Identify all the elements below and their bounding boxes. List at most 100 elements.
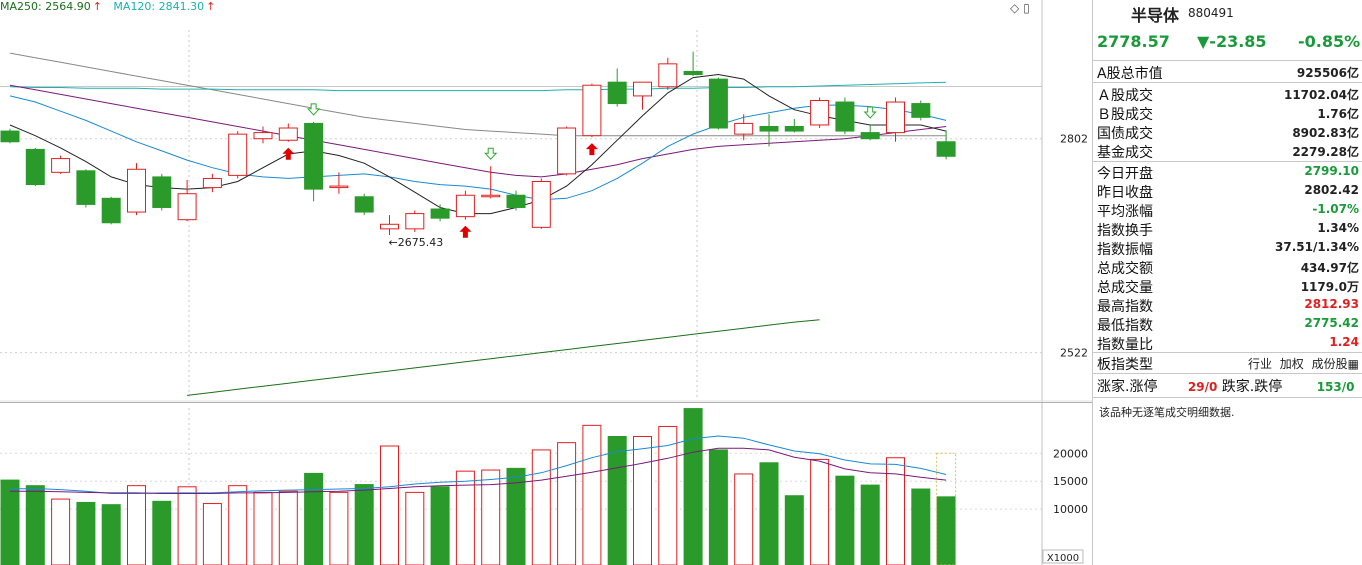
index-stat-value: 37.51/1.34% bbox=[1275, 240, 1359, 254]
index-stat-value: 2775.42 bbox=[1304, 316, 1359, 330]
volume-unit-label: X1000 bbox=[1047, 553, 1079, 564]
turnover-value: 2279.28亿 bbox=[1292, 145, 1359, 159]
chart-toolbar: ◇ ▯ bbox=[1006, 1, 1030, 15]
volume-bar bbox=[936, 496, 956, 565]
ma120-line bbox=[9, 81, 947, 92]
grid-icon[interactable]: ▦ bbox=[1347, 357, 1359, 371]
index-stat-label: 总成交量 bbox=[1097, 280, 1153, 296]
volume-bar bbox=[304, 472, 324, 565]
index-stat-label: 今日开盘 bbox=[1097, 166, 1153, 182]
volume-bar bbox=[127, 485, 146, 565]
candle-body bbox=[481, 194, 501, 198]
volume-bar bbox=[708, 449, 728, 565]
divider bbox=[1093, 82, 1362, 83]
index-stat-label: 平均涨幅 bbox=[1097, 204, 1153, 220]
panel-header: 半导体 880491 bbox=[1093, 0, 1362, 30]
candle-body bbox=[582, 84, 602, 137]
volume-tick-label: 15000 bbox=[1053, 475, 1088, 488]
volume-bar bbox=[25, 485, 45, 565]
index-stat-row: 总成交额 434.97亿 bbox=[1093, 257, 1362, 277]
index-stat-row: 指数振幅 37.51/1.34% bbox=[1093, 238, 1362, 258]
divider bbox=[1093, 373, 1362, 374]
candle-body bbox=[253, 132, 273, 140]
volume-bar bbox=[835, 475, 855, 565]
tag-constituents[interactable]: 成份股 bbox=[1311, 357, 1348, 371]
turnover-row: Ａ股成交 11702.04亿 bbox=[1093, 84, 1362, 104]
turnover-label: 国债成交 bbox=[1097, 126, 1153, 142]
ma120-arrow-icon: ↑ bbox=[206, 0, 216, 13]
index-code: 880491 bbox=[1188, 6, 1234, 20]
volume-bar bbox=[759, 462, 779, 565]
ma5-line bbox=[9, 73, 947, 215]
index-stat-value: 1.34% bbox=[1317, 221, 1359, 235]
index-stat-value: 1179.0万 bbox=[1300, 280, 1359, 294]
index-stat-value: 2802.42 bbox=[1304, 183, 1359, 197]
candle-body bbox=[734, 122, 754, 135]
index-stat-label: 指数换手 bbox=[1097, 223, 1153, 239]
volume-bar bbox=[658, 425, 678, 565]
ma250-label: MA250: 2564.90 bbox=[0, 0, 91, 13]
candle-body bbox=[329, 185, 349, 189]
volume-bar bbox=[380, 445, 399, 565]
index-name: 半导体 bbox=[1131, 6, 1180, 25]
volume-bar bbox=[734, 473, 754, 565]
index-stat-label: 最高指数 bbox=[1097, 299, 1153, 315]
rise-label: 涨家.涨停 bbox=[1097, 379, 1158, 395]
candle-body bbox=[860, 132, 880, 140]
candle-body bbox=[784, 125, 804, 132]
volume-bar bbox=[430, 486, 450, 565]
candle-body bbox=[759, 125, 779, 132]
index-stat-row: 平均涨幅 -1.07% bbox=[1093, 200, 1362, 220]
tick-data-note: 该品种无逐笔成交明细数据. bbox=[1099, 406, 1235, 419]
candle-body bbox=[936, 141, 956, 157]
ma-legend: MA250: 2564.90 ↑ MA120: 2841.30 ↑ bbox=[0, 0, 217, 14]
volume-bar bbox=[683, 408, 703, 565]
volume-bar bbox=[177, 486, 197, 565]
candle-body bbox=[354, 196, 374, 213]
quote-panel: 半导体 880491 2778.57 ▼-23.85 -0.85% A股总市值 … bbox=[1092, 0, 1362, 565]
volume-bar bbox=[784, 495, 804, 565]
board-type-label: 板指类型 bbox=[1097, 357, 1153, 373]
volume-bar bbox=[101, 504, 121, 565]
candle-body bbox=[557, 127, 577, 175]
diamond-icon[interactable]: ◇ bbox=[1010, 1, 1020, 15]
divider bbox=[1093, 352, 1362, 353]
tag-industry[interactable]: 行业 bbox=[1247, 357, 1272, 371]
chart-area[interactable]: 2802 2522 20000 15000 10000 X1000 ←2675.43 MA2… bbox=[0, 0, 1092, 565]
y-tick-label: 2802 bbox=[1060, 133, 1088, 146]
volume-unit-box bbox=[1042, 549, 1084, 564]
volume-bar bbox=[886, 457, 905, 565]
candle-body bbox=[25, 148, 45, 186]
candle-body bbox=[228, 133, 248, 176]
index-stat-row: 最低指数 2775.42 bbox=[1093, 314, 1362, 334]
candle-body bbox=[658, 63, 678, 88]
rise-fall-row: 涨家.涨停 29/0 跌家.跌停 153/0 bbox=[1097, 376, 1354, 396]
volume-bar bbox=[531, 449, 551, 565]
index-stat-row: 昨日收盘 2802.42 bbox=[1093, 181, 1362, 201]
index-stat-row: 总成交量 1179.0万 bbox=[1093, 276, 1362, 296]
index-stat-row: 最高指数 2812.93 bbox=[1093, 295, 1362, 315]
ma250-line bbox=[187, 319, 820, 396]
volume-ma-line bbox=[10, 447, 947, 494]
index-stat-value: 1.24 bbox=[1329, 335, 1359, 349]
index-stat-value: 434.97亿 bbox=[1300, 261, 1359, 275]
sell-signal-icon bbox=[484, 147, 498, 160]
market-cap-value: 925506亿 bbox=[1296, 66, 1359, 80]
ma10-line bbox=[9, 95, 947, 201]
candle-body bbox=[531, 180, 551, 228]
volume-bar bbox=[329, 491, 349, 565]
fall-value: 153/0 bbox=[1316, 380, 1355, 394]
volume-bar bbox=[582, 424, 602, 565]
candle-body bbox=[202, 177, 222, 189]
index-stat-value: 2812.93 bbox=[1304, 297, 1359, 311]
window-icon[interactable]: ▯ bbox=[1023, 1, 1030, 15]
volume-bar bbox=[253, 491, 273, 565]
volume-bar bbox=[0, 479, 20, 565]
tag-weighted[interactable]: 加权 bbox=[1279, 357, 1304, 371]
index-stat-label: 总成交额 bbox=[1097, 261, 1153, 277]
index-stat-value: 2799.10 bbox=[1304, 164, 1359, 178]
kline-chart[interactable]: 2802 2522 20000 15000 10000 X1000 ←2675.43 bbox=[0, 0, 1092, 565]
candle-body bbox=[177, 193, 197, 221]
volume-bar bbox=[51, 498, 71, 565]
volume-bar bbox=[405, 491, 425, 565]
